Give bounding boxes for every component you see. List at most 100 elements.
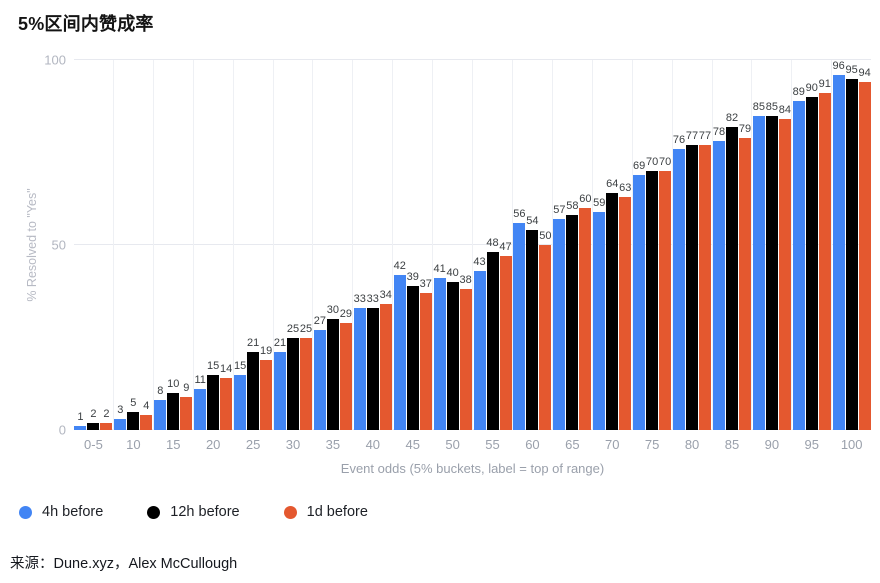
x-tick-100: 100 bbox=[840, 437, 863, 452]
legend-item-1d-before[interactable]: 1d before bbox=[283, 504, 368, 520]
bar-value-label: 79 bbox=[738, 122, 752, 135]
bar-groups: 1 2 2 0-5 3 5 4 10 8 10 9 15 11 15 14 20 15 21 19 25 21 25 25 3… bbox=[74, 59, 871, 452]
bar-group-100: 96 95 94 100 bbox=[832, 59, 871, 452]
bar-4h-before-55: 43 bbox=[473, 256, 486, 430]
bar-group-25: 15 21 19 25 bbox=[233, 60, 274, 452]
legend-dot-icon bbox=[283, 505, 297, 519]
bar-value-label: 4 bbox=[143, 400, 150, 413]
bar-group-75: 69 70 70 75 bbox=[633, 60, 673, 452]
bar-12h-before-65: 58 bbox=[566, 200, 578, 430]
legend-item-4h-before[interactable]: 4h before bbox=[19, 504, 103, 520]
bar-group-30: 21 25 25 30 bbox=[274, 60, 314, 452]
bar-group-45: 42 39 37 45 bbox=[393, 60, 434, 452]
bar-4h-before-10: 3 bbox=[114, 404, 127, 430]
bar-value-label: 69 bbox=[633, 159, 646, 172]
bar-4h-before-20: 11 bbox=[194, 374, 207, 430]
bar-1d-before-35: 29 bbox=[340, 308, 352, 430]
bar-4h-before-15: 8 bbox=[154, 385, 167, 430]
bar-12h-before-55: 48 bbox=[486, 237, 499, 430]
bar-value-label: 84 bbox=[778, 104, 791, 117]
bar-value-label: 30 bbox=[326, 304, 340, 316]
bar-value-label: 85 bbox=[765, 100, 778, 113]
bar-value-label: 1 bbox=[77, 411, 84, 424]
bar-group-80: 76 77 77 80 bbox=[673, 60, 713, 452]
bar-12h-before-90: 85 bbox=[766, 101, 778, 430]
legend-dot-icon bbox=[147, 505, 161, 519]
bar-4h-before-90: 85 bbox=[753, 101, 765, 430]
bar-value-label: 48 bbox=[486, 237, 499, 250]
bar-12h-before-70: 64 bbox=[606, 178, 618, 430]
bar-1d-before-90: 84 bbox=[779, 104, 791, 430]
legend-label: 4h before bbox=[42, 504, 104, 520]
bar-value-label: 91 bbox=[818, 78, 831, 91]
bar-value-label: 90 bbox=[805, 82, 818, 94]
legend-item-12h-before[interactable]: 12h before bbox=[147, 504, 240, 520]
bar-12h-before-35: 30 bbox=[327, 304, 339, 430]
bar-group-70: 59 64 63 70 bbox=[593, 60, 633, 452]
bar-value-label: 82 bbox=[725, 111, 739, 124]
bar-value-label: 10 bbox=[167, 378, 180, 390]
x-tick-40: 40 bbox=[365, 437, 381, 452]
bar-1d-before-80: 77 bbox=[699, 130, 711, 430]
bar-group-40: 33 33 34 40 bbox=[353, 60, 394, 452]
plot-area: 0 50 100 % Resolved to "Yes" 1 2 2 0-5 3 5 4 10 8 1… bbox=[25, 53, 871, 476]
legend-label: 12h before bbox=[170, 504, 240, 520]
bar-4h-before-80: 76 bbox=[673, 134, 685, 430]
bar-value-label: 60 bbox=[579, 193, 592, 205]
bar-4h-before-70: 59 bbox=[593, 197, 605, 430]
x-tick-90: 90 bbox=[764, 437, 780, 452]
bar-1d-before-85: 79 bbox=[739, 123, 751, 430]
bar-12h-before-80: 77 bbox=[686, 130, 698, 430]
x-tick-60: 60 bbox=[525, 437, 540, 452]
bar-1d-before-60: 50 bbox=[539, 230, 552, 430]
bar-value-label: 40 bbox=[446, 267, 459, 279]
bar-group-35: 27 30 29 35 bbox=[313, 60, 354, 452]
bar-group-15: 8 10 9 15 bbox=[154, 60, 194, 452]
bar-value-label: 43 bbox=[473, 255, 486, 268]
y-tick-0: 0 bbox=[58, 422, 66, 438]
bar-value-label: 70 bbox=[659, 156, 672, 168]
bar-1d-before-0-5: 2 bbox=[100, 408, 113, 430]
bar-4h-before-35: 27 bbox=[314, 315, 326, 430]
y-axis-title: % Resolved to "Yes" bbox=[25, 188, 39, 302]
bar-value-label: 96 bbox=[832, 59, 845, 72]
bar-1d-before-70: 63 bbox=[619, 182, 631, 430]
bar-12h-before-45: 39 bbox=[407, 271, 419, 430]
legend: 4h before 12h before 1d before bbox=[19, 504, 368, 520]
x-tick-35: 35 bbox=[325, 437, 341, 452]
bar-value-label: 77 bbox=[698, 130, 712, 143]
bar-group-20: 11 15 14 20 bbox=[194, 60, 234, 452]
bar-1d-before-30: 25 bbox=[300, 323, 312, 430]
bar-value-label: 27 bbox=[313, 315, 327, 328]
x-tick-10: 10 bbox=[126, 437, 141, 452]
bar-12h-before-95: 90 bbox=[806, 82, 818, 430]
bar-value-label: 21 bbox=[273, 337, 287, 350]
bar-value-label: 15 bbox=[233, 359, 247, 372]
bar-1d-before-95: 91 bbox=[819, 78, 831, 430]
x-tick-70: 70 bbox=[605, 437, 620, 452]
bar-12h-before-25: 21 bbox=[247, 337, 259, 430]
bar-4h-before-60: 56 bbox=[513, 208, 526, 430]
bar-group-0-5: 1 2 2 0-5 bbox=[74, 60, 114, 452]
x-tick-0-5: 0-5 bbox=[84, 437, 103, 452]
bar-12h-before-30: 25 bbox=[287, 323, 299, 430]
bar-12h-before-0-5: 2 bbox=[87, 408, 100, 430]
bar-value-label: 2 bbox=[103, 407, 110, 420]
x-axis-title: Event odds (5% buckets, label = top of r… bbox=[340, 461, 605, 476]
bar-value-label: 33 bbox=[353, 292, 366, 305]
x-tick-15: 15 bbox=[166, 437, 181, 452]
bar-1d-before-55: 47 bbox=[499, 241, 512, 430]
bar-value-label: 11 bbox=[194, 374, 206, 387]
bar-value-label: 78 bbox=[712, 126, 726, 139]
bar-group-85: 78 82 79 85 bbox=[713, 60, 753, 452]
bar-4h-before-0-5: 1 bbox=[74, 411, 87, 430]
bar-1d-before-75: 70 bbox=[659, 156, 671, 430]
bar-value-label: 63 bbox=[619, 181, 632, 194]
bar-12h-before-40: 33 bbox=[367, 293, 379, 430]
x-tick-80: 80 bbox=[684, 437, 700, 452]
bar-4h-before-30: 21 bbox=[274, 337, 286, 430]
bar-group-10: 3 5 4 10 bbox=[114, 60, 154, 452]
y-tick-50: 50 bbox=[51, 237, 66, 253]
bar-4h-before-85: 78 bbox=[713, 126, 725, 430]
bar-value-label: 42 bbox=[393, 259, 406, 272]
